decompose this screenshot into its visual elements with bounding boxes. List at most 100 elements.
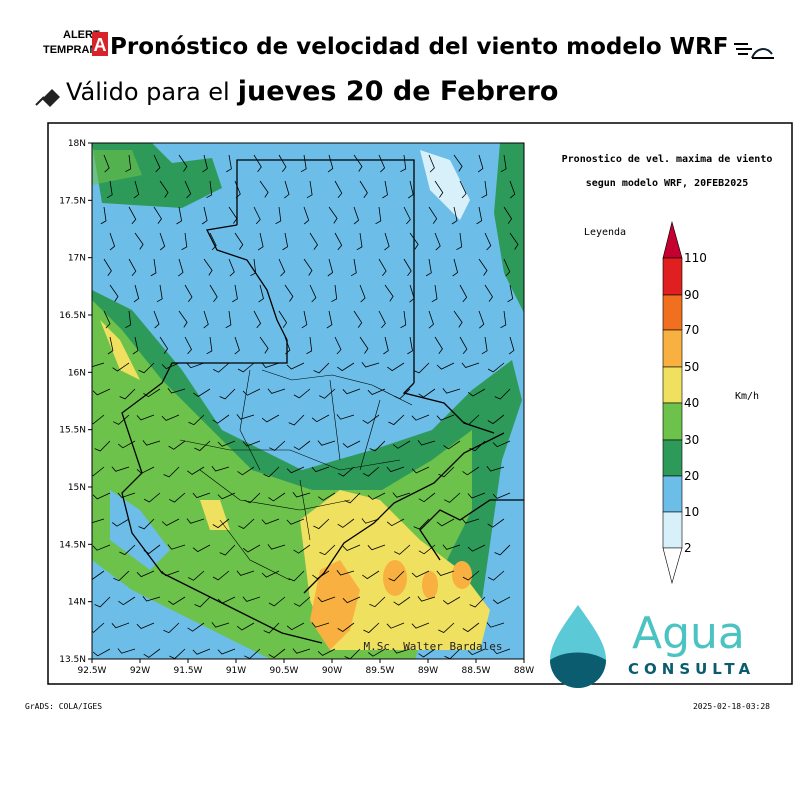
wind-barb bbox=[278, 258, 286, 277]
wind-barb bbox=[261, 518, 280, 525]
wind-barb bbox=[117, 648, 136, 654]
wind-barb bbox=[344, 492, 361, 504]
wind-barb bbox=[392, 648, 411, 654]
wind-barb bbox=[225, 310, 232, 329]
wind-barb bbox=[278, 154, 287, 173]
colorbar-bottom bbox=[662, 547, 683, 585]
legend-tick-label: 40 bbox=[684, 396, 699, 410]
wind-barb bbox=[400, 310, 407, 329]
wind-barb bbox=[258, 284, 264, 303]
wind-barb bbox=[92, 414, 105, 425]
wind-barb bbox=[425, 258, 432, 277]
wind-barb bbox=[192, 544, 211, 553]
wind-barb bbox=[492, 492, 511, 499]
wind-barb bbox=[202, 154, 208, 173]
wind-barb bbox=[467, 388, 486, 397]
wind-barb bbox=[242, 544, 261, 553]
unit: Km/h bbox=[735, 391, 759, 402]
wind-barb bbox=[112, 362, 130, 372]
wind-barb bbox=[142, 596, 161, 602]
wind-barb bbox=[103, 258, 112, 276]
lat-label: 16N bbox=[68, 368, 86, 378]
wind-barb bbox=[452, 258, 459, 277]
wind-barb bbox=[317, 648, 336, 656]
wind-barb bbox=[484, 232, 492, 251]
wind-barb bbox=[481, 180, 488, 199]
wind-barb bbox=[494, 388, 511, 400]
wind-barb bbox=[459, 336, 468, 355]
wind-barb bbox=[125, 154, 132, 173]
lon-label: 91W bbox=[226, 666, 246, 676]
wind-barb bbox=[119, 544, 136, 556]
wind-barb bbox=[486, 466, 505, 472]
wind-barb bbox=[451, 206, 458, 225]
wind-barb bbox=[111, 466, 130, 472]
wind-barb bbox=[117, 440, 136, 449]
wind-barb bbox=[503, 206, 513, 224]
wind-barb bbox=[382, 180, 388, 199]
wind-barb bbox=[436, 570, 455, 576]
wind-barb bbox=[203, 258, 213, 276]
wind-barb bbox=[153, 206, 162, 224]
wind-barb bbox=[507, 284, 514, 303]
wind-barb bbox=[306, 180, 313, 199]
wind-barb bbox=[259, 336, 269, 354]
wind-barb bbox=[442, 596, 461, 605]
wind-barb bbox=[263, 622, 280, 634]
wind-barb bbox=[334, 232, 343, 251]
wind-barb bbox=[428, 154, 435, 173]
wind-barb bbox=[184, 180, 192, 199]
wind-barb bbox=[161, 570, 180, 577]
colorbar-segment bbox=[662, 329, 683, 368]
wind-barb bbox=[234, 232, 244, 250]
lon-label: 89.5W bbox=[366, 666, 395, 676]
wind-barb bbox=[436, 414, 455, 421]
wind-barb bbox=[393, 596, 411, 606]
title: Pronóstico de velocidad del viento model… bbox=[110, 34, 728, 60]
map-title-1: Pronostico de vel. maxima de viento bbox=[562, 153, 773, 165]
wind-barb bbox=[384, 232, 390, 251]
wind-barb bbox=[206, 180, 213, 199]
wind-barb bbox=[161, 362, 180, 370]
wind-barb bbox=[413, 518, 430, 530]
wind-barb bbox=[438, 466, 455, 478]
wind-barb bbox=[92, 570, 105, 580]
wind-barb bbox=[253, 154, 262, 173]
wind-barb bbox=[282, 232, 289, 251]
wind-barb bbox=[234, 336, 240, 355]
wind-barb bbox=[92, 362, 105, 368]
wind-barb bbox=[103, 154, 110, 173]
wind-barb bbox=[161, 414, 180, 421]
wind-barb bbox=[409, 232, 419, 250]
credit: M.Sc. Walter Bardales bbox=[363, 640, 502, 653]
wind-barb bbox=[236, 570, 255, 576]
wind-barb bbox=[201, 206, 208, 225]
wind-barb bbox=[209, 232, 217, 251]
wind-barb bbox=[181, 232, 188, 251]
wind-barb bbox=[213, 362, 230, 373]
wind-barb bbox=[209, 284, 218, 303]
wind-barb bbox=[136, 570, 155, 578]
wind-barb bbox=[313, 518, 330, 530]
wind-barb bbox=[261, 570, 280, 578]
colorbar-segment bbox=[662, 511, 683, 549]
lon-label: 88.5W bbox=[462, 666, 491, 676]
wind-barb bbox=[317, 596, 336, 603]
wind-barb bbox=[342, 388, 361, 395]
wind-barb bbox=[107, 336, 114, 355]
logo-box bbox=[92, 32, 108, 56]
wind-barb bbox=[112, 518, 130, 527]
wind-barb bbox=[311, 622, 330, 628]
wind-barb bbox=[443, 440, 461, 450]
wind-barb bbox=[184, 284, 193, 303]
wind-barb bbox=[509, 180, 516, 199]
wind-barb bbox=[369, 596, 386, 608]
wind-barb bbox=[253, 310, 262, 329]
wind-barb bbox=[186, 518, 205, 524]
footer-right: 2025-02-18-03:28 bbox=[693, 702, 770, 711]
wind-barb bbox=[193, 388, 211, 397]
wind-barb bbox=[109, 284, 119, 302]
wind-barb bbox=[178, 154, 188, 172]
lat-label: 18N bbox=[68, 139, 86, 149]
wind-barb bbox=[434, 232, 441, 251]
